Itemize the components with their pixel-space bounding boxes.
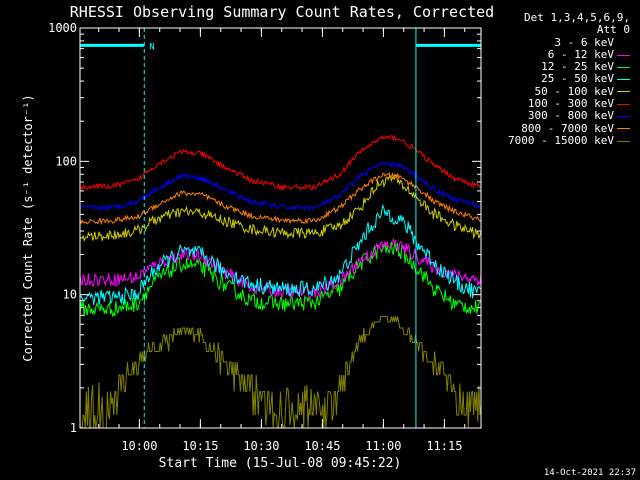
y-axis-label: Corrected Count Rate (s⁻¹ detector⁻¹) (21, 94, 35, 361)
y-axis-ticks: 1 10 100 1000 (48, 21, 481, 435)
series-line (79, 241, 482, 317)
legend-entry: 6 - 12 keV (484, 47, 634, 61)
legend-entry: 25 - 50 keV (484, 73, 634, 85)
legend-entry: 50 - 100 keV (484, 84, 634, 98)
legend-entry-label: 6 - 12 keV (547, 47, 614, 61)
legend-entry: 12 - 25 keV (484, 60, 634, 74)
legend-entry: 800 - 7000 keV (484, 121, 634, 135)
y-tick-label: 100 (55, 154, 77, 168)
legend-entry-label: 3 - 6 keV (554, 35, 614, 49)
y-tick-label: 1 (70, 421, 77, 435)
legend-entry-label: 300 - 800 keV (527, 109, 614, 123)
series-layer (79, 134, 482, 429)
legend-entry: 100 - 300 keV (484, 97, 634, 111)
x-tick-label: 10:15 (182, 439, 218, 453)
timestamp: 14-Oct-2021 22:37 (543, 468, 636, 478)
chart-title: RHESSI Observing Summary Count Rates, Co… (70, 3, 494, 21)
y-tick-label: 1000 (48, 21, 77, 35)
legend-entry-label: 100 - 300 keV (527, 97, 614, 111)
x-tick-label: 11:00 (365, 439, 401, 453)
x-tick-label: 11:15 (426, 439, 462, 453)
legend-entries: 3 - 6 keV 6 - 12 keV 12 - 25 keV 25 - 50 ke… (484, 35, 634, 148)
x-tick-label: 10:00 (121, 439, 157, 453)
legend-entry-label: 25 - 50 keV (541, 72, 614, 86)
legend-swatch (617, 66, 630, 68)
legend-entry: 300 - 800 keV (484, 110, 634, 122)
legend: Det 1,3,4,5,6,9, Att 0 3 - 6 keV 6 - 12 k… (484, 11, 634, 148)
legend-swatch (617, 103, 630, 105)
annotation-layer: N (80, 28, 482, 428)
series-line (79, 203, 482, 306)
legend-swatch (617, 42, 630, 44)
attenuator-label: N (149, 42, 154, 52)
legend-entry-label: 12 - 25 keV (541, 60, 614, 74)
legend-entry-label: 800 - 7000 keV (521, 121, 614, 135)
legend-swatch (617, 79, 630, 81)
legend-swatch (617, 91, 630, 93)
legend-swatch (617, 140, 630, 142)
series-line (79, 315, 482, 429)
legend-swatch (617, 54, 630, 56)
legend-entry: 7000 - 15000 keV (484, 133, 634, 147)
x-tick-label: 10:45 (304, 439, 340, 453)
y-tick-label: 10 (63, 288, 77, 302)
series-line (79, 174, 482, 243)
legend-swatch (617, 116, 630, 118)
legend-header-detectors: Det 1,3,4,5,6,9, (524, 11, 630, 24)
legend-entry: 3 - 6 keV (484, 35, 634, 49)
x-axis-ticks: 10:00 10:15 10:30 10:45 11:00 11:15 (98, 28, 466, 453)
x-tick-label: 10:30 (243, 439, 279, 453)
x-axis-label: Start Time (15-Jul-08 09:45:22) (159, 456, 402, 471)
series-line (79, 161, 482, 212)
series-line (79, 238, 482, 300)
plot-frame (79, 27, 482, 429)
legend-entry-label: 7000 - 15000 keV (508, 133, 614, 147)
legend-entry-label: 50 - 100 keV (534, 84, 614, 98)
series-line (79, 171, 482, 226)
series-line (79, 249, 482, 355)
series-line (79, 134, 482, 192)
legend-swatch (617, 128, 630, 130)
legend-header-attenuator: Att 0 (596, 23, 630, 37)
